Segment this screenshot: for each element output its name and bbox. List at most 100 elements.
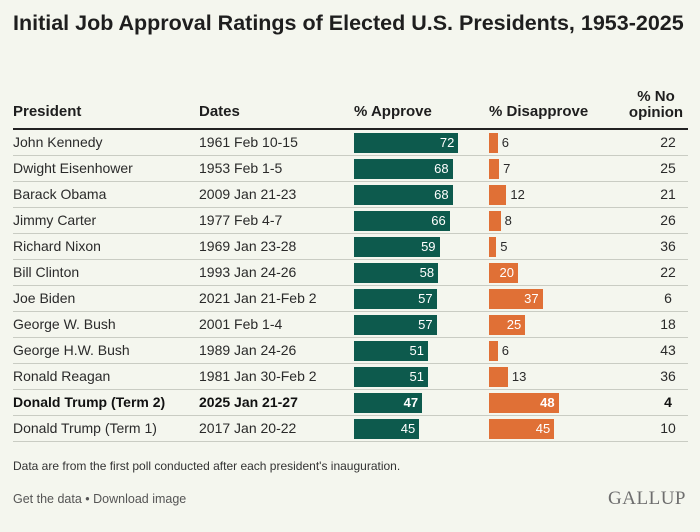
approve-bar: [354, 367, 428, 387]
no-opinion-value: 22: [660, 264, 676, 280]
disapprove-bar: [489, 237, 497, 257]
no-opinion-value: 22: [660, 134, 676, 150]
header-president: President: [13, 103, 82, 120]
disapprove-bar: [489, 159, 500, 179]
table-row: George W. Bush 2001 Feb 1-4 57 25 18: [13, 312, 688, 338]
table-row: Donald Trump (Term 1) 2017 Jan 20-22 45 45 1…: [13, 416, 688, 442]
header-no-opinion-line2: opinion: [628, 104, 684, 121]
no-opinion-value: 43: [660, 342, 676, 358]
no-opinion-value: 6: [664, 290, 672, 306]
table-row: Dwight Eisenhower 1953 Feb 1-5 68 7 25: [13, 156, 688, 182]
president-name: George W. Bush: [13, 316, 116, 332]
approve-bar: [354, 185, 453, 205]
president-name: John Kennedy: [13, 134, 103, 150]
approve-value: 51: [409, 343, 424, 358]
disapprove-value: 5: [500, 239, 508, 254]
disapprove-bar: [489, 263, 518, 283]
approve-bar: [354, 315, 437, 335]
disapprove-value: 37: [524, 291, 539, 306]
poll-dates: 1981 Jan 30-Feb 2: [199, 368, 317, 384]
approve-bar: [354, 237, 440, 257]
approve-value: 68: [434, 161, 449, 176]
disapprove-bar: [489, 419, 555, 439]
president-name: Richard Nixon: [13, 238, 101, 254]
disapprove-bar: [489, 393, 559, 413]
table-row: Joe Biden 2021 Jan 21-Feb 2 57 37 6: [13, 286, 688, 312]
disapprove-bar: [489, 341, 498, 361]
approve-value: 45: [400, 421, 416, 436]
approve-bar: [354, 263, 439, 283]
approve-bar: [354, 393, 423, 413]
poll-dates: 1993 Jan 24-26: [199, 264, 297, 280]
disapprove-value: 6: [501, 135, 509, 150]
table-row: Donald Trump (Term 2) 2025 Jan 21-27 47 48 4: [13, 390, 688, 416]
no-opinion-value: 4: [664, 394, 672, 410]
disapprove-bar: [489, 185, 507, 205]
disapprove-bar: [489, 367, 508, 387]
approve-bar: [354, 341, 428, 361]
approve-value: 58: [419, 265, 435, 280]
president-name: Donald Trump (Term 1): [13, 420, 157, 436]
footer-links: Get the data • Download image: [13, 492, 186, 506]
header-no-opinion-line1: % No: [637, 88, 675, 105]
president-name: Bill Clinton: [13, 264, 80, 280]
poll-dates: 1953 Feb 1-5: [199, 160, 283, 176]
disapprove-bar: [489, 315, 526, 335]
disapprove-value: 25: [506, 317, 522, 332]
approve-value: 68: [434, 187, 449, 202]
poll-dates: 1989 Jan 24-26: [199, 342, 297, 358]
disapprove-bar: [489, 289, 543, 309]
table-row: Bill Clinton 1993 Jan 24-26 58 20 22: [13, 260, 688, 286]
footer-separator: •: [81, 492, 94, 506]
no-opinion-value: 36: [660, 368, 676, 384]
header-approve: % Approve: [354, 103, 432, 120]
table-row: Barack Obama 2009 Jan 21-23 68 12 21: [13, 182, 688, 208]
poll-dates: 2021 Jan 21-Feb 2: [199, 290, 317, 306]
header-dates: Dates: [199, 103, 240, 120]
header-disapprove: % Disapprove: [489, 103, 589, 120]
approve-bar: [354, 159, 453, 179]
table-row: George H.W. Bush 1989 Jan 24-26 51 6 43: [13, 338, 688, 364]
disapprove-value: 6: [501, 343, 509, 358]
president-name: Ronald Reagan: [13, 368, 111, 384]
table-row: Richard Nixon 1969 Jan 23-28 59 5 36: [13, 234, 688, 260]
poll-dates: 2025 Jan 21-27: [199, 394, 298, 410]
poll-dates: 1969 Jan 23-28: [199, 238, 297, 254]
president-name: Jimmy Carter: [13, 212, 97, 228]
approve-value: 72: [439, 135, 455, 150]
disapprove-value: 48: [540, 395, 555, 410]
disapprove-value: 45: [535, 421, 551, 436]
disapprove-value: 13: [511, 369, 527, 384]
get-data-link[interactable]: Get the data: [13, 492, 82, 506]
approve-value: 57: [418, 317, 433, 332]
no-opinion-value: 10: [660, 420, 676, 436]
president-name: Joe Biden: [13, 290, 76, 306]
poll-dates: 1977 Feb 4-7: [199, 212, 283, 228]
approve-bar: [354, 289, 437, 309]
no-opinion-value: 26: [660, 212, 676, 228]
header-rule: [13, 128, 688, 130]
no-opinion-value: 36: [660, 238, 676, 254]
approve-value: 47: [403, 395, 419, 410]
gallup-logo: GALLUP: [608, 488, 686, 509]
president-name: Donald Trump (Term 2): [13, 394, 166, 410]
approve-bar: [354, 419, 420, 439]
poll-dates: 2001 Feb 1-4: [199, 316, 283, 332]
no-opinion-value: 21: [660, 186, 676, 202]
no-opinion-value: 18: [660, 316, 676, 332]
president-name: Dwight Eisenhower: [13, 160, 133, 176]
header-no-opinion: % No opinion: [616, 89, 696, 121]
no-opinion-value: 25: [660, 160, 676, 176]
poll-dates: 2009 Jan 21-23: [199, 186, 297, 202]
approve-value: 51: [409, 369, 424, 384]
disapprove-value: 12: [510, 187, 525, 202]
approve-bar: [354, 133, 459, 153]
table-row: Jimmy Carter 1977 Feb 4-7 66 8 26: [13, 208, 688, 234]
poll-dates: 2017 Jan 20-22: [199, 420, 297, 436]
chart-title: Initial Job Approval Ratings of Elected …: [13, 11, 684, 35]
poll-dates: 1961 Feb 10-15: [199, 134, 298, 150]
approve-bar: [354, 211, 450, 231]
download-image-link[interactable]: Download image: [93, 492, 187, 506]
approve-value: 59: [421, 239, 436, 254]
president-name: George H.W. Bush: [13, 342, 130, 358]
